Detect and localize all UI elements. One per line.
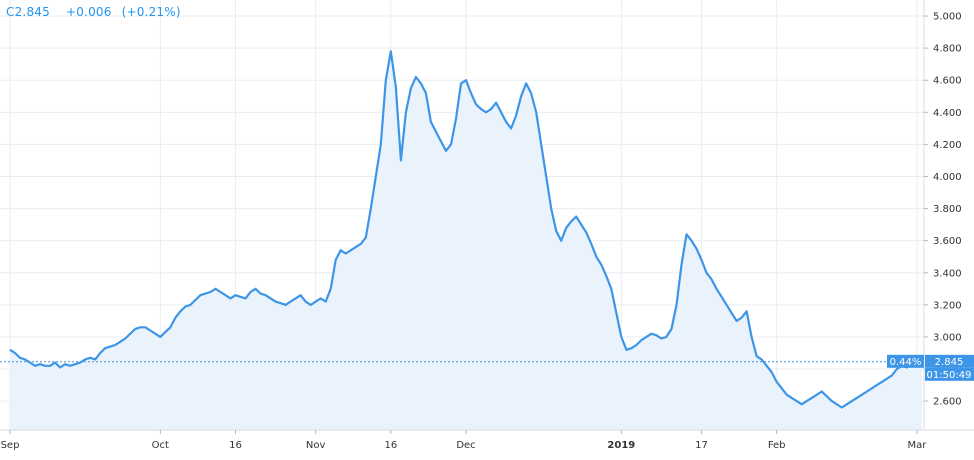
last-price-marker: 0.44% 2.845 01:50:49 <box>0 354 974 381</box>
price-tick-label: 4.600 <box>933 76 962 87</box>
price-series-line <box>9 50 923 409</box>
price-tick-label: 3.800 <box>933 204 962 215</box>
price-tick-label: 3.400 <box>933 268 962 279</box>
time-tick-label: Mar <box>908 440 928 451</box>
price-area <box>10 51 922 431</box>
price-tick-label: 3.000 <box>933 332 962 343</box>
price-line <box>9 50 923 409</box>
bar-countdown-text: 01:50:49 <box>927 370 972 381</box>
price-tick-label: 2.600 <box>933 397 962 408</box>
time-tick-label: Sep <box>1 440 20 451</box>
price-value: 2.845 <box>14 5 50 19</box>
change-pct-tag-text: 0.44% <box>890 357 922 368</box>
time-tick-label: 16 <box>384 440 397 451</box>
time-tick-label: Oct <box>152 440 169 451</box>
symbol-header: C2.845 +0.006 (+0.21%) <box>6 5 187 19</box>
symbol-letter: C <box>6 5 15 19</box>
price-tick-label: 4.200 <box>933 140 962 151</box>
time-tick-label: 2019 <box>607 440 635 451</box>
price-change-pct: (+0.21%) <box>121 5 181 19</box>
time-tick-label: Feb <box>768 440 786 451</box>
time-tick-label: 16 <box>229 440 242 451</box>
price-tick-label: 4.000 <box>933 172 962 183</box>
last-price-tag <box>925 354 974 368</box>
price-tick-label: 3.600 <box>933 236 962 247</box>
last-price-tag-text: 2.845 <box>935 357 964 368</box>
time-tick-label: Dec <box>456 440 475 451</box>
area-fill <box>10 51 922 431</box>
price-tick-label: 3.200 <box>933 300 962 311</box>
price-tick-label: 4.800 <box>933 44 962 55</box>
bar-countdown-tag <box>925 367 974 381</box>
price-tick-label: 5.000 <box>933 12 962 23</box>
time-axis[interactable]: Sep Oct 16 Nov 16 Dec 2019 17 Feb Mar <box>1 430 928 451</box>
symbol-price: C2.845 <box>6 5 56 19</box>
time-tick-label: Nov <box>306 440 326 451</box>
price-tick-label: 4.400 <box>933 108 962 119</box>
time-tick-label: 17 <box>695 440 708 451</box>
price-change: +0.006 <box>65 5 112 19</box>
change-pct-tag <box>887 354 924 368</box>
